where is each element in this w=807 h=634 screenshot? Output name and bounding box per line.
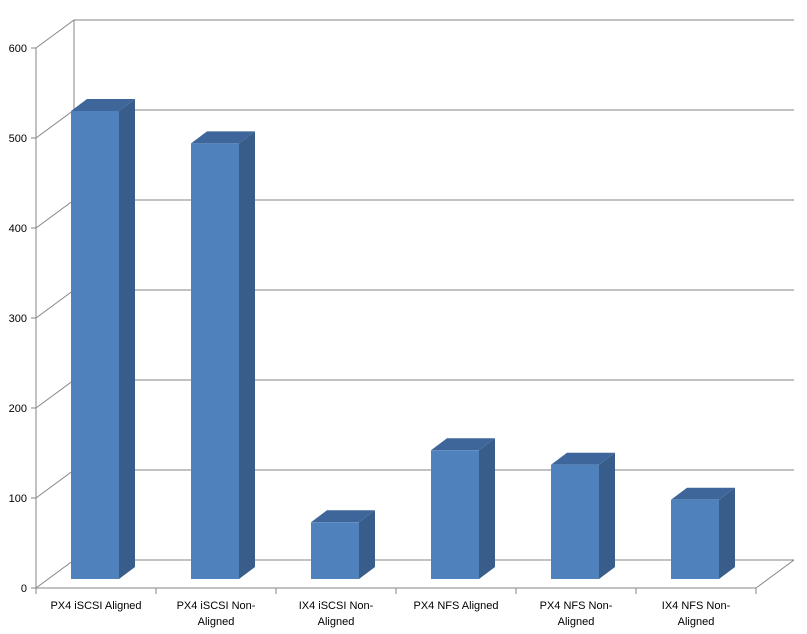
x-category-label: IX4 NFS Non-Aligned bbox=[662, 600, 731, 628]
bar-top-face bbox=[191, 131, 255, 144]
y-tick-label: 0 bbox=[21, 583, 27, 595]
bar-0 bbox=[71, 99, 135, 579]
x-category-label: IX4 iSCSI Non-Aligned bbox=[299, 600, 374, 628]
bar-top-face bbox=[71, 99, 135, 111]
bar-top-face bbox=[671, 487, 735, 500]
bar-side-face bbox=[599, 452, 615, 579]
bar-front-face bbox=[551, 464, 599, 579]
gridline-500 bbox=[35, 109, 794, 139]
y-tick-label: 300 bbox=[9, 313, 27, 325]
bar-side-face bbox=[119, 99, 135, 579]
bar-front-face bbox=[71, 111, 119, 579]
bar-4 bbox=[551, 452, 615, 579]
bar-top-face bbox=[431, 438, 495, 451]
y-tick-label: 500 bbox=[9, 133, 27, 145]
bar-side-face bbox=[359, 510, 375, 579]
bar-side-face bbox=[239, 131, 255, 579]
gridline-600 bbox=[35, 19, 794, 49]
x-category-label: PX4 iSCSI Aligned bbox=[50, 600, 141, 612]
bar-front-face bbox=[191, 143, 239, 579]
bar-front-face bbox=[311, 522, 359, 579]
floor-right-edge bbox=[755, 559, 795, 589]
bar-top-face bbox=[551, 452, 615, 465]
gridline-400 bbox=[35, 199, 794, 229]
bar-3 bbox=[431, 438, 495, 579]
bar-front-face bbox=[431, 450, 479, 579]
y-tick-label: 200 bbox=[9, 403, 27, 415]
bar-5 bbox=[671, 487, 735, 579]
y-tick-label: 400 bbox=[9, 223, 27, 235]
bar-1 bbox=[191, 131, 255, 579]
x-axis-category-labels: PX4 iSCSI Aligned PX4 iSCSI Non-Aligned IX… bbox=[50, 600, 730, 628]
gridline-200 bbox=[35, 379, 794, 409]
bar-side-face bbox=[719, 487, 735, 579]
y-tick-label: 600 bbox=[9, 43, 27, 55]
x-category-label: PX4 NFS Non-Aligned bbox=[540, 600, 613, 628]
x-category-label: PX4 NFS Aligned bbox=[414, 600, 499, 612]
bar-2 bbox=[311, 510, 375, 579]
bar-top-face bbox=[311, 510, 375, 523]
bars bbox=[71, 99, 735, 579]
gridline-300 bbox=[35, 289, 794, 319]
bar-side-face bbox=[479, 438, 495, 579]
bar-front-face bbox=[671, 499, 719, 579]
y-tick-label: 100 bbox=[9, 493, 27, 505]
y-axis-tick-labels: 0 100 200 300 400 500 600 bbox=[9, 43, 27, 595]
x-category-label: PX4 iSCSI Non-Aligned bbox=[177, 600, 256, 628]
